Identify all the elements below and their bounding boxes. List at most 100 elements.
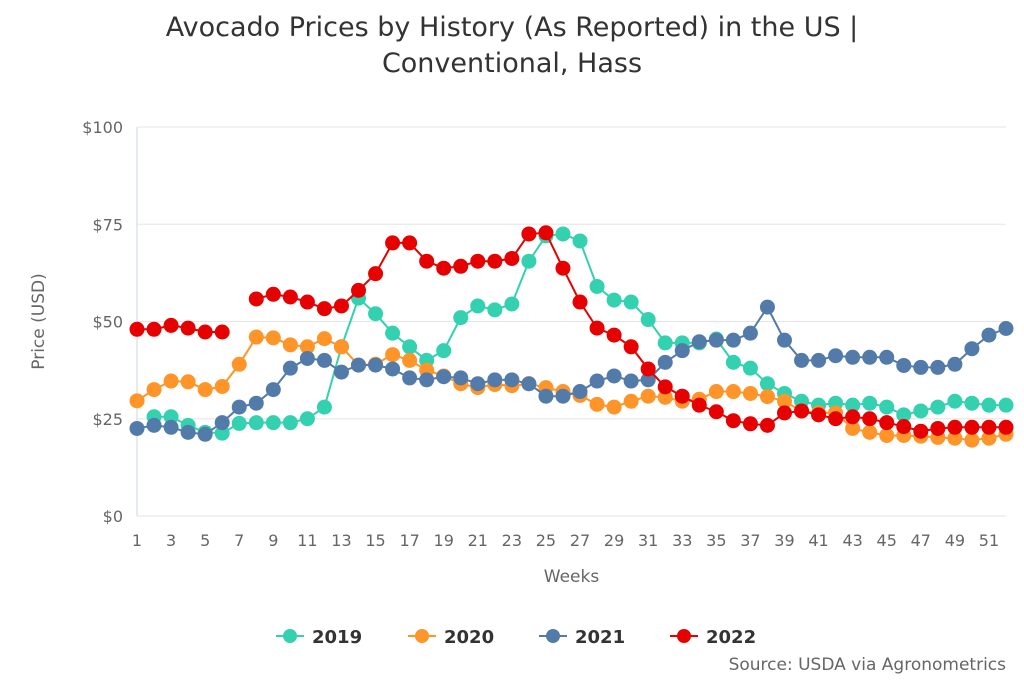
legend-marker-2020: [415, 629, 429, 643]
data-point-2022: [129, 321, 145, 337]
data-point-2021: [248, 395, 264, 411]
x-tick-label: 13: [331, 531, 351, 550]
data-point-2021: [163, 419, 179, 435]
x-tick-label: 51: [979, 531, 999, 550]
data-point-2022: [998, 419, 1014, 435]
data-point-2020: [862, 424, 878, 440]
x-tick-label: 1: [132, 531, 142, 550]
data-point-2022: [606, 327, 622, 343]
data-point-2022: [674, 388, 690, 404]
data-point-2021: [606, 368, 622, 384]
legend-item-2022[interactable]: 2022: [706, 627, 756, 648]
data-point-2021: [333, 364, 349, 380]
data-point-2021: [759, 299, 775, 315]
legend-marker-2022: [677, 629, 691, 643]
y-tick-label: $50: [92, 313, 123, 332]
x-tick-label: 37: [740, 531, 760, 550]
data-point-2021: [402, 370, 418, 386]
chart-title: Avocado Prices by History (As Reported) …: [0, 10, 1024, 82]
data-point-2019: [947, 393, 963, 409]
data-point-2019: [504, 296, 520, 312]
data-point-2020: [725, 384, 741, 400]
data-point-2022: [572, 294, 588, 310]
data-point-2022: [742, 416, 758, 432]
data-point-2019: [214, 425, 230, 441]
legend-item-2021[interactable]: 2021: [575, 627, 625, 648]
title-line-2: Conventional, Hass: [381, 48, 643, 79]
data-point-2019: [623, 294, 639, 310]
data-point-2022: [282, 289, 298, 305]
legend-marker-2021: [546, 629, 560, 643]
x-tick-label: 17: [399, 531, 419, 550]
data-point-2019: [998, 397, 1014, 413]
data-point-2022: [299, 294, 315, 310]
data-point-2021: [351, 357, 367, 373]
data-point-2021: [811, 352, 827, 368]
data-point-2020: [879, 427, 895, 443]
x-tick-label: 21: [468, 531, 488, 550]
x-tick-label: 27: [570, 531, 590, 550]
data-point-2021: [913, 359, 929, 375]
data-point-2021: [214, 415, 230, 431]
x-tick-label: 43: [842, 531, 862, 550]
data-point-2021: [776, 332, 792, 348]
data-point-2019: [316, 399, 332, 415]
data-point-2022: [402, 235, 418, 251]
data-point-2022: [811, 407, 827, 423]
data-point-2022: [845, 409, 861, 425]
x-tick-label: 49: [945, 531, 965, 550]
data-point-2022: [930, 420, 946, 436]
data-point-2022: [794, 403, 810, 419]
data-point-2022: [197, 324, 213, 340]
data-point-2021: [521, 376, 537, 392]
data-point-2022: [333, 298, 349, 314]
x-tick-label: 11: [297, 531, 317, 550]
data-point-2021: [845, 349, 861, 365]
data-point-2020: [248, 329, 264, 345]
data-point-2019: [470, 298, 486, 314]
y-tick-label: $0: [103, 507, 123, 526]
data-point-2020: [708, 384, 724, 400]
data-point-2020: [197, 382, 213, 398]
data-point-2022: [385, 235, 401, 251]
data-point-2020: [385, 347, 401, 363]
data-point-2022: [316, 301, 332, 317]
data-point-2021: [623, 373, 639, 389]
data-point-2021: [589, 373, 605, 389]
data-point-2021: [708, 332, 724, 348]
data-point-2022: [351, 282, 367, 298]
data-point-2021: [470, 376, 486, 392]
data-point-2022: [759, 417, 775, 433]
data-point-2022: [436, 260, 452, 276]
data-point-2021: [742, 325, 758, 341]
legend-item-2020[interactable]: 2020: [444, 627, 494, 648]
data-point-2022: [265, 286, 281, 302]
data-point-2020: [623, 393, 639, 409]
data-point-2021: [981, 327, 997, 343]
data-point-2019: [521, 253, 537, 269]
data-point-2020: [776, 393, 792, 409]
data-point-2020: [759, 389, 775, 405]
data-point-2021: [794, 352, 810, 368]
data-point-2020: [964, 432, 980, 448]
data-point-2022: [776, 405, 792, 421]
data-point-2019: [606, 292, 622, 308]
data-point-2020: [742, 385, 758, 401]
data-point-2019: [385, 325, 401, 341]
data-point-2021: [828, 348, 844, 364]
x-tick-label: 5: [200, 531, 210, 550]
x-tick-label: 41: [808, 531, 828, 550]
legend-item-2019[interactable]: 2019: [312, 627, 362, 648]
y-tick-label: $75: [92, 215, 123, 234]
data-point-2019: [282, 415, 298, 431]
data-point-2022: [725, 413, 741, 429]
data-point-2021: [862, 349, 878, 365]
series-line-2021: [136, 305, 1007, 436]
data-point-2021: [487, 372, 503, 388]
data-point-2021: [555, 388, 571, 404]
data-point-2019: [436, 343, 452, 359]
x-tick-label: 9: [268, 531, 278, 550]
data-point-2020: [606, 399, 622, 415]
data-point-2021: [930, 359, 946, 375]
x-tick-label: 25: [536, 531, 556, 550]
